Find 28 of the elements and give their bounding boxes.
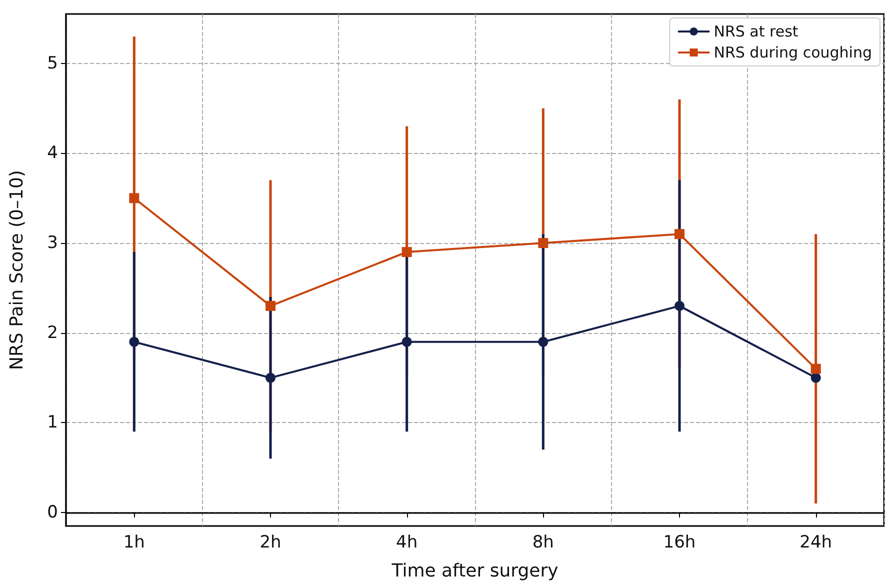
point [674,300,684,311]
point [402,336,412,347]
y-tick-label: 2 [47,322,58,343]
x-axis-title: Time after surgery [390,560,559,582]
point [266,372,276,383]
y-tick-label: 0 [47,502,58,523]
point [129,336,140,347]
x-tick-label: 24h [800,532,832,552]
x-tick-label: 16h [663,532,696,552]
y-tick-label: 4 [47,143,58,164]
x-tick-label: 4h [396,532,418,552]
y-tick-label: 1 [47,412,58,433]
y-axis-title: NRS Pain Score (0–10) [6,170,28,370]
legend-label: NRS during coughing [714,44,872,62]
legend-label: NRS at rest [714,22,798,40]
point [538,238,548,248]
y-tick-label: 3 [47,233,58,254]
point [810,372,821,383]
x-tick-label: 2h [260,532,282,552]
x-tick-label: 1h [123,532,145,552]
point [538,336,548,347]
y-tick-label: 5 [47,53,58,74]
point [810,364,821,374]
point [266,300,276,311]
point [129,193,140,204]
point [402,247,412,258]
x-tick-label: 8h [532,532,554,552]
point [674,229,684,240]
